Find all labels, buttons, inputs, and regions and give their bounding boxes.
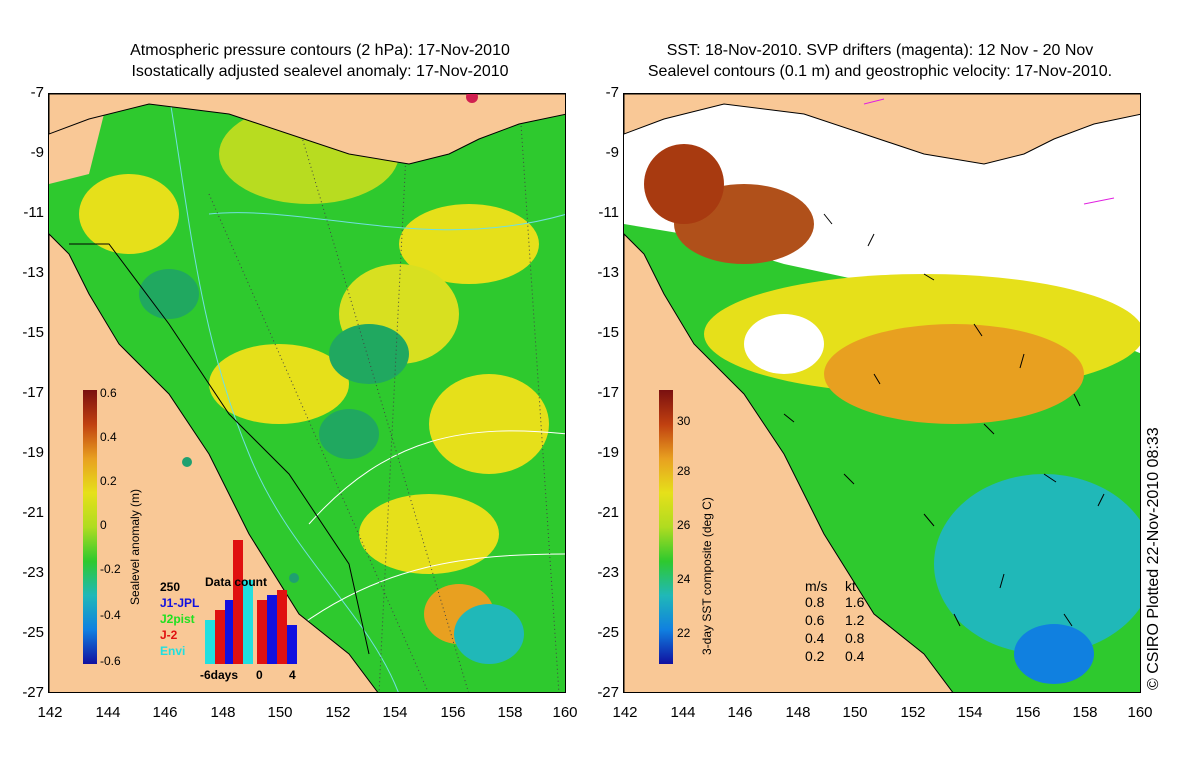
inset-series-1: J2pist (160, 612, 195, 626)
speed-legend-row-2-kt: 0.8 (845, 630, 865, 646)
inset-series-2: J-2 (160, 628, 178, 642)
sealevel-tick-1: 0.4 (100, 430, 117, 444)
right-lat-label: -19 (597, 444, 619, 461)
right-lat-label: -13 (597, 264, 619, 281)
speed-legend-row-0-ms: 0.8 (805, 594, 825, 610)
sealevel-anomaly-field (49, 94, 565, 692)
copyright-text: © CSIRO Plotted 22-Nov-2010 08:33 (1145, 427, 1162, 690)
left-lat-label: -21 (22, 504, 44, 521)
speed-legend-row-1-ms: 0.6 (805, 612, 825, 628)
sst-tick-4: 22 (677, 626, 691, 640)
left-lat-label: -15 (22, 324, 44, 341)
right-title-line1: SST: 18-Nov-2010. SVP drifters (magenta)… (666, 42, 1094, 59)
left-lon-label: 154 (382, 704, 408, 721)
right-lon-label: 158 (1072, 704, 1098, 721)
right-lon-label: 144 (670, 704, 696, 721)
right-lon-label: 160 (1127, 704, 1153, 721)
inset-series-3: Envi (160, 644, 186, 658)
left-lon-label: 158 (497, 704, 523, 721)
left-lat-label: -17 (22, 384, 44, 401)
left-lat-label: -25 (22, 624, 44, 641)
speed-legend-row-3-kt: 0.4 (845, 648, 865, 664)
sealevel-tick-6: -0.6 (100, 654, 121, 668)
sst-tick-1: 28 (677, 464, 691, 478)
left-lat-label: -27 (22, 684, 44, 701)
sst-tick-0: 30 (677, 414, 691, 428)
right-lat-label: -27 (597, 684, 619, 701)
left-lon-label: 150 (267, 704, 293, 721)
left-lat-label: -19 (22, 444, 44, 461)
left-lon-label: 152 (325, 704, 351, 721)
right-lat-label: -23 (597, 564, 619, 581)
data-count-inset (205, 540, 297, 664)
left-lat-label: -13 (22, 264, 44, 281)
left-lon-label: 156 (440, 704, 466, 721)
inset-xtick-2: 4 (289, 668, 296, 682)
sealevel-tick-3: 0 (100, 518, 107, 532)
right-lon-label: 152 (900, 704, 926, 721)
left-lat-label: -11 (23, 204, 44, 221)
sealevel-tick-2: 0.2 (100, 474, 117, 488)
sealevel-colorbar (83, 390, 97, 664)
left-title-line1: Atmospheric pressure contours (2 hPa): 1… (130, 42, 510, 59)
speed-legend-row-3-ms: 0.2 (805, 648, 825, 664)
right-lat-label: -25 (597, 624, 619, 641)
right-lon-label: 146 (727, 704, 753, 721)
right-lat-label: -21 (597, 504, 619, 521)
left-lon-label: 160 (552, 704, 578, 721)
right-lon-label: 148 (785, 704, 811, 721)
sst-map (623, 93, 1141, 693)
right-title-line2: Sealevel contours (0.1 m) and geostrophi… (647, 63, 1113, 80)
right-lat-label: -15 (597, 324, 619, 341)
sealevel-tick-0: 0.6 (100, 386, 117, 400)
left-title-line2: Isostatically adjusted sealevel anomaly:… (131, 63, 509, 80)
speed-legend-row-1-kt: 1.2 (845, 612, 865, 628)
speed-legend-header-ms: m/s (805, 578, 828, 594)
speed-legend-row-2-ms: 0.4 (805, 630, 825, 646)
right-lat-label: -9 (605, 144, 619, 161)
left-lat-label: -7 (30, 84, 44, 101)
inset-xtick-1: 0 (256, 668, 263, 682)
sst-tick-2: 26 (677, 518, 691, 532)
inset-title: Data count (205, 575, 268, 589)
inset-series-0: J1-JPL (160, 596, 200, 610)
left-lat-label: -9 (30, 144, 44, 161)
right-lon-label: 142 (612, 704, 638, 721)
left-lat-label: -23 (22, 564, 44, 581)
right-lon-label: 150 (842, 704, 868, 721)
right-lat-label: -11 (598, 204, 619, 221)
right-lat-label: -7 (605, 84, 619, 101)
sst-colorbar (659, 390, 673, 664)
right-lon-label: 156 (1015, 704, 1041, 721)
sealevel-colorbar-title: Sealevel anomaly (m) (128, 488, 142, 605)
sealevel-anomaly-map (48, 93, 566, 693)
inset-max-label: 250 (160, 580, 181, 594)
speed-legend-row-0-kt: 1.6 (845, 594, 865, 610)
sst-tick-3: 24 (677, 572, 691, 586)
left-lon-label: 144 (95, 704, 121, 721)
sealevel-tick-5: -0.4 (100, 608, 121, 622)
left-lon-label: 142 (37, 704, 63, 721)
right-lat-label: -17 (597, 384, 619, 401)
sst-field (624, 94, 1140, 692)
sealevel-tick-4: -0.2 (100, 562, 121, 576)
left-lon-label: 146 (152, 704, 178, 721)
inset-xtick-0: -6days (200, 668, 239, 682)
velocity-arrows (783, 213, 1105, 627)
sst-colorbar-title: 3-day SST composite (deg C) (700, 497, 714, 655)
right-lon-label: 154 (957, 704, 983, 721)
speed-legend-header-kt: kt (845, 578, 856, 594)
left-lon-label: 148 (210, 704, 236, 721)
